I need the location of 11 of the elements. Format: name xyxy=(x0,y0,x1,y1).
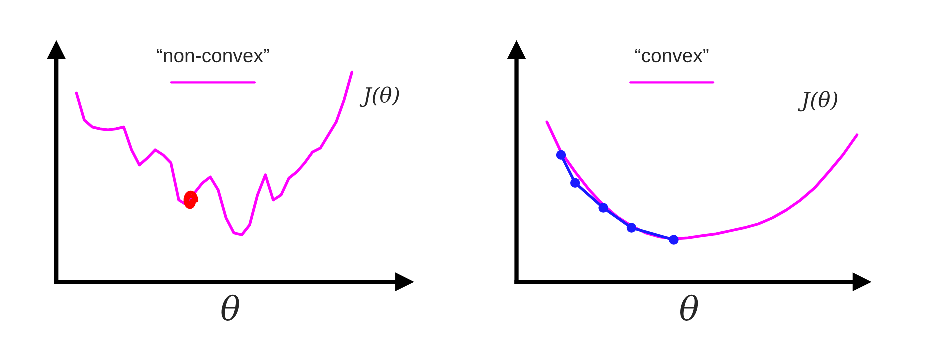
point xyxy=(669,235,679,245)
chart-title: “non-convex” xyxy=(157,49,270,63)
x-axis-title: θ xyxy=(680,294,698,321)
series-label: J(θ) xyxy=(798,91,838,112)
point xyxy=(556,150,566,160)
chart-title: “convex” xyxy=(636,49,709,63)
point xyxy=(598,203,608,213)
point xyxy=(570,178,580,188)
x-axis-title: θ xyxy=(222,294,240,321)
point xyxy=(626,223,637,233)
series-label: J(θ) xyxy=(360,86,400,108)
